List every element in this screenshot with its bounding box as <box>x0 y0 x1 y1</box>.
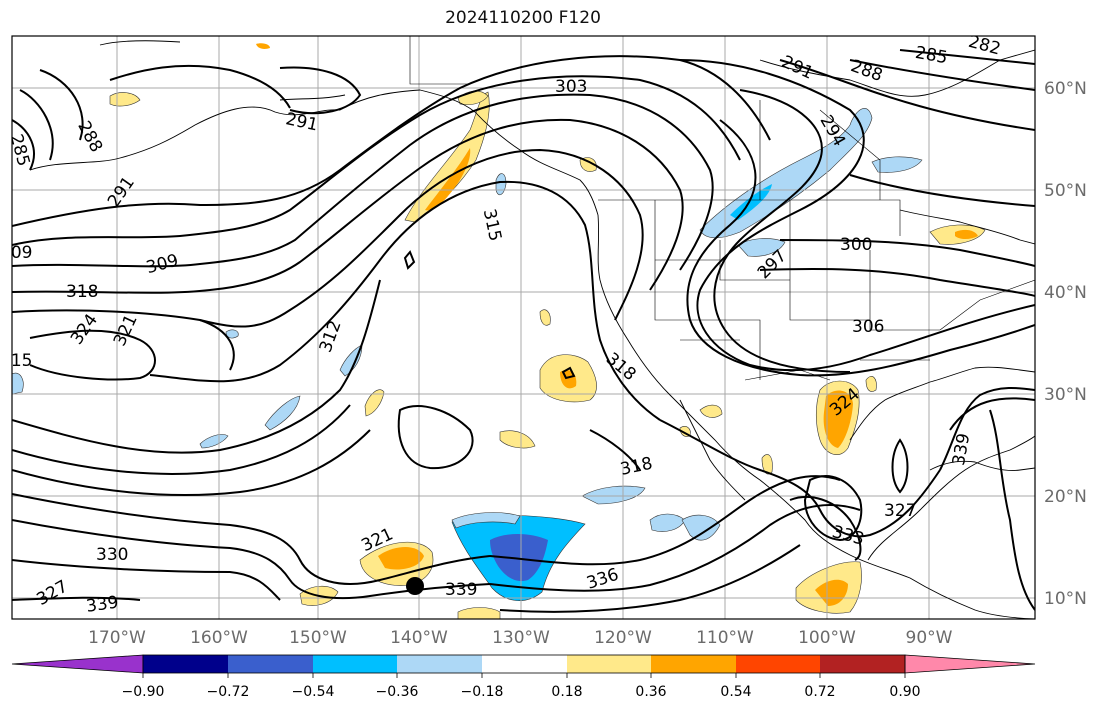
colorbar: −0.90 −0.72 −0.54 −0.36 −0.18 0.18 0.36 … <box>11 654 1036 700</box>
lon-tick-label: 110°W <box>696 628 754 648</box>
colorbar-bin <box>397 655 482 673</box>
contour-label: 318 <box>66 282 98 302</box>
colorbar-tick-label: −0.54 <box>292 684 335 700</box>
colorbar-bin <box>228 655 313 673</box>
longitude-axis: 170°W 160°W 150°W 140°W 130°W 120°W 110°… <box>88 628 953 648</box>
latitude-axis: 60°N 50°N 40°N 30°N 20°N 10°N <box>1044 79 1087 609</box>
lat-tick-label: 40°N <box>1044 283 1087 303</box>
lat-tick-label: 50°N <box>1044 181 1087 201</box>
lon-tick-label: 150°W <box>289 628 347 648</box>
contour-label: 285 <box>6 132 34 169</box>
contour-lines <box>12 49 1035 613</box>
colorbar-tick-label: −0.18 <box>461 684 504 700</box>
colorbar-bin <box>482 655 567 673</box>
colorbar-bin <box>736 655 820 673</box>
contour-label: 300 <box>840 235 872 255</box>
lon-tick-label: 90°W <box>906 628 953 648</box>
lat-tick-label: 30°N <box>1044 385 1087 405</box>
colorbar-tick-label: −0.36 <box>376 684 419 700</box>
map-frame <box>11 35 1036 620</box>
coastlines <box>29 40 1035 619</box>
location-marker <box>406 577 424 595</box>
lat-tick-label: 20°N <box>1044 487 1087 507</box>
lon-tick-label: 100°W <box>798 628 856 648</box>
colorbar-bin <box>651 655 736 673</box>
negative-shading <box>12 108 923 601</box>
lat-tick-label: 10°N <box>1044 589 1087 609</box>
colorbar-tick-label: −0.90 <box>122 684 165 700</box>
contour-label: 327 <box>884 501 916 521</box>
colorbar-extend-high <box>904 654 1036 674</box>
colorbar-tick-label: 0.54 <box>720 684 751 700</box>
contour-labels: 285 288 291 291 309 318 324 321 312 315 … <box>0 36 1003 617</box>
colorbar-bin <box>567 655 651 673</box>
map-title: 2024110200 F120 <box>445 8 601 28</box>
colorbar-tick-label: −0.72 <box>207 684 250 700</box>
contour-label: 303 <box>555 77 587 97</box>
contour-label: 309 <box>0 243 32 263</box>
lon-tick-label: 120°W <box>594 628 652 648</box>
colorbar-tick-label: 0.18 <box>551 684 582 700</box>
contour-label: 339 <box>445 580 477 600</box>
contour-label: 339 <box>85 593 120 617</box>
contour-label: 330 <box>96 545 128 565</box>
lon-tick-label: 130°W <box>492 628 550 648</box>
contour-label: 315 <box>0 351 32 371</box>
colorbar-bin <box>313 655 397 673</box>
lon-tick-label: 170°W <box>88 628 146 648</box>
colorbar-extend-low <box>11 654 144 674</box>
colorbar-tick-label: 0.90 <box>889 684 920 700</box>
lon-tick-label: 160°W <box>190 628 248 648</box>
colorbar-tick-label: 0.72 <box>804 684 835 700</box>
colorbar-bin <box>820 655 905 673</box>
map-panel: 285 288 291 291 309 318 324 321 312 315 … <box>0 36 1035 619</box>
lat-tick-label: 60°N <box>1044 79 1087 99</box>
contour-label: 306 <box>852 317 884 337</box>
lon-tick-label: 140°W <box>390 628 448 648</box>
colorbar-bin <box>143 655 228 673</box>
colorbar-tick-label: 0.36 <box>635 684 666 700</box>
